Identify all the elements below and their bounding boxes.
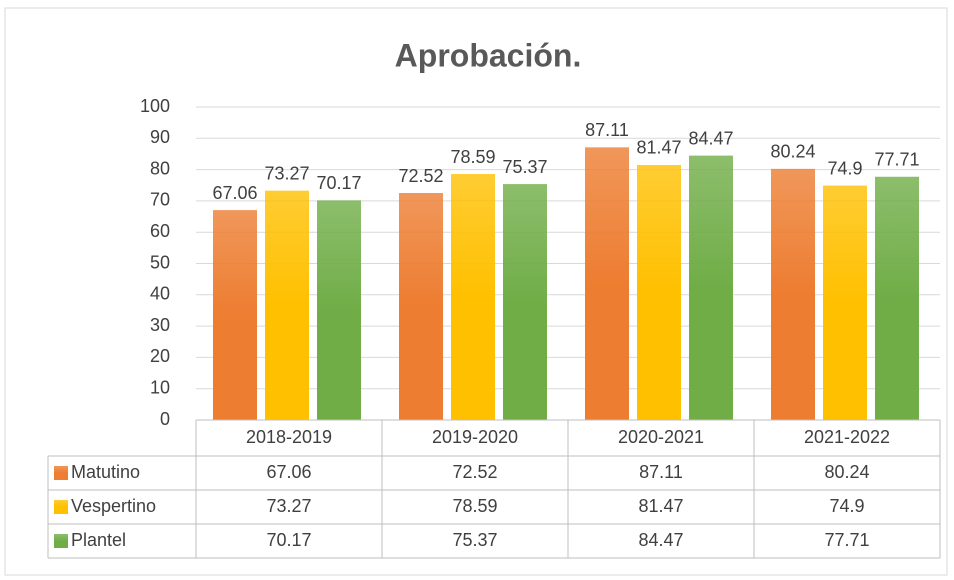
y-tick-label: 40 — [150, 284, 170, 304]
bar — [585, 147, 629, 420]
data-label: 80.24 — [770, 142, 815, 162]
bar — [399, 193, 443, 420]
x-tick-label: 2019-2020 — [432, 427, 518, 447]
bar — [875, 176, 919, 420]
legend-key — [54, 466, 68, 480]
legend-key — [54, 500, 68, 514]
legend-key — [54, 534, 68, 548]
bar — [689, 155, 733, 421]
bar — [823, 185, 867, 420]
bar — [771, 168, 815, 420]
data-label: 74.9 — [827, 158, 862, 178]
legend-label: Plantel — [71, 530, 126, 550]
legend-label: Matutino — [71, 462, 140, 482]
data-label: 77.71 — [874, 150, 919, 170]
bar — [213, 210, 257, 420]
y-tick-label: 0 — [160, 409, 170, 429]
table-cell: 70.17 — [266, 530, 311, 550]
y-tick-label: 90 — [150, 127, 170, 147]
bar — [503, 184, 547, 420]
bar — [637, 164, 681, 420]
legend-label: Vespertino — [71, 496, 156, 516]
data-label: 81.47 — [636, 138, 681, 158]
y-tick-label: 50 — [150, 252, 170, 272]
y-tick-label: 60 — [150, 221, 170, 241]
data-label: 87.11 — [585, 120, 629, 140]
y-tick-label: 10 — [150, 377, 170, 397]
chart-title: Aprobación. — [395, 37, 582, 73]
table-cell: 84.47 — [638, 530, 683, 550]
bar — [265, 190, 309, 420]
data-label: 84.47 — [688, 128, 733, 148]
data-label: 70.17 — [316, 173, 361, 193]
y-tick-label: 100 — [140, 96, 170, 116]
table-cell: 80.24 — [824, 462, 869, 482]
bar — [317, 200, 361, 420]
table-cell: 81.47 — [638, 496, 683, 516]
x-tick-label: 2021-2022 — [804, 427, 890, 447]
y-tick-label: 20 — [150, 346, 170, 366]
table-cell: 67.06 — [266, 462, 311, 482]
data-label: 67.06 — [212, 183, 257, 203]
data-label: 78.59 — [450, 147, 495, 167]
data-label: 75.37 — [502, 157, 547, 177]
table-cell: 72.52 — [452, 462, 497, 482]
table-cell: 73.27 — [266, 496, 311, 516]
x-tick-label: 2020-2021 — [618, 427, 704, 447]
data-label: 72.52 — [398, 166, 443, 186]
table-cell: 74.9 — [829, 496, 864, 516]
table-cell: 87.11 — [639, 462, 683, 482]
data-label: 73.27 — [264, 163, 309, 183]
bar — [451, 174, 495, 420]
table-cell: 75.37 — [452, 530, 497, 550]
y-tick-label: 30 — [150, 315, 170, 335]
y-tick-label: 80 — [150, 158, 170, 178]
x-tick-label: 2018-2019 — [246, 427, 332, 447]
table-cell: 77.71 — [824, 530, 869, 550]
y-tick-label: 70 — [150, 190, 170, 210]
table-cell: 78.59 — [452, 496, 497, 516]
